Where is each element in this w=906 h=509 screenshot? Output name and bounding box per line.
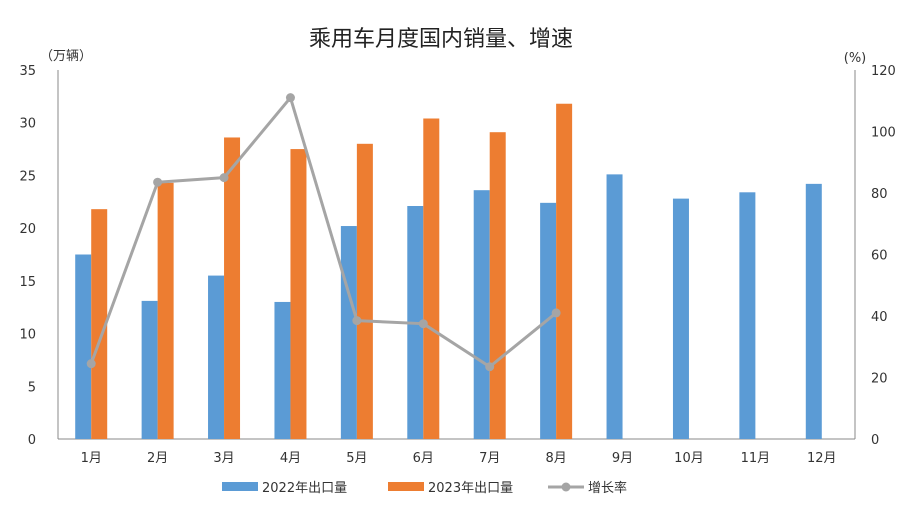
plot-area: 0 5 10 15 20 25 30 35 0 20 40 60 80 100 120 1月 2月 3月 4月 5月 6… <box>19 64 895 466</box>
bar <box>157 182 174 439</box>
bar <box>91 209 108 439</box>
right-axis-tick-label: 80 <box>871 187 888 202</box>
right-axis-unit: (%) <box>844 51 867 66</box>
right-axis-tick-label: 100 <box>871 126 896 141</box>
bar <box>805 183 822 439</box>
right-axis-tick-label: 0 <box>871 433 879 448</box>
legend: 2022年出口量 2023年出口量 增长率 <box>222 480 627 496</box>
right-axis-tick-label: 60 <box>871 249 888 264</box>
legend-swatch <box>222 482 258 491</box>
bar <box>423 118 440 440</box>
bar <box>672 198 689 439</box>
growth-rate-point <box>153 177 163 187</box>
bar <box>274 301 291 439</box>
x-axis-tick-label: 2月 <box>147 451 168 466</box>
bar <box>356 143 373 440</box>
growth-rate-point <box>219 173 229 183</box>
bar <box>473 190 490 439</box>
legend-label: 2022年出口量 <box>262 481 347 496</box>
x-axis-tick-label: 7月 <box>479 451 500 466</box>
x-axis-tick-label: 5月 <box>346 451 367 466</box>
x-axis-tick-label: 12月 <box>807 451 837 466</box>
right-axis-tick-label: 20 <box>871 372 888 387</box>
bar <box>556 103 573 439</box>
growth-rate-point <box>551 308 561 318</box>
left-axis-tick-label: 20 <box>19 222 36 237</box>
legend-label: 增长率 <box>588 480 627 496</box>
x-axis-tick-label: 1月 <box>81 451 102 466</box>
left-axis-tick-label: 25 <box>19 169 36 184</box>
chart-title: 乘用车月度国内销量、增速 <box>309 27 573 52</box>
x-axis-tick-label: 11月 <box>741 451 771 466</box>
left-axis-tick-label: 5 <box>28 380 36 395</box>
growth-rate-point <box>86 359 96 369</box>
growth-rate-point <box>285 93 295 103</box>
x-axis-tick-label: 4月 <box>280 451 301 466</box>
x-axis-tick-label: 9月 <box>612 451 633 466</box>
left-axis-tick-label: 10 <box>19 328 36 343</box>
legend-swatch <box>388 482 424 491</box>
bar <box>606 174 623 440</box>
left-axis-tick-label: 30 <box>19 117 36 132</box>
left-axis-unit: （万辆） <box>40 49 92 64</box>
growth-rate-line <box>89 96 558 369</box>
bar <box>340 226 357 439</box>
bar <box>290 149 307 440</box>
bar <box>75 254 92 439</box>
legend-label: 2023年出口量 <box>428 481 513 496</box>
x-axis-tick-label: 6月 <box>413 451 434 466</box>
right-axis-tick-label: 40 <box>871 310 888 325</box>
bar <box>739 192 756 439</box>
left-axis-tick-label: 35 <box>19 64 36 79</box>
left-axis-tick-label: 0 <box>28 433 36 448</box>
bar <box>489 132 506 439</box>
growth-rate-point <box>418 319 428 329</box>
growth-rate-point <box>352 316 362 326</box>
right-axis-tick-label: 120 <box>871 64 896 79</box>
bar <box>224 137 241 439</box>
legend-marker <box>561 482 571 492</box>
x-axis-tick-label: 10月 <box>674 451 704 466</box>
x-axis-tick-label: 8月 <box>545 451 566 466</box>
left-axis-tick-label: 15 <box>19 275 36 290</box>
bar <box>208 275 225 439</box>
growth-rate-point <box>485 362 495 372</box>
bar <box>141 300 158 439</box>
x-axis-tick-label: 3月 <box>213 451 234 466</box>
